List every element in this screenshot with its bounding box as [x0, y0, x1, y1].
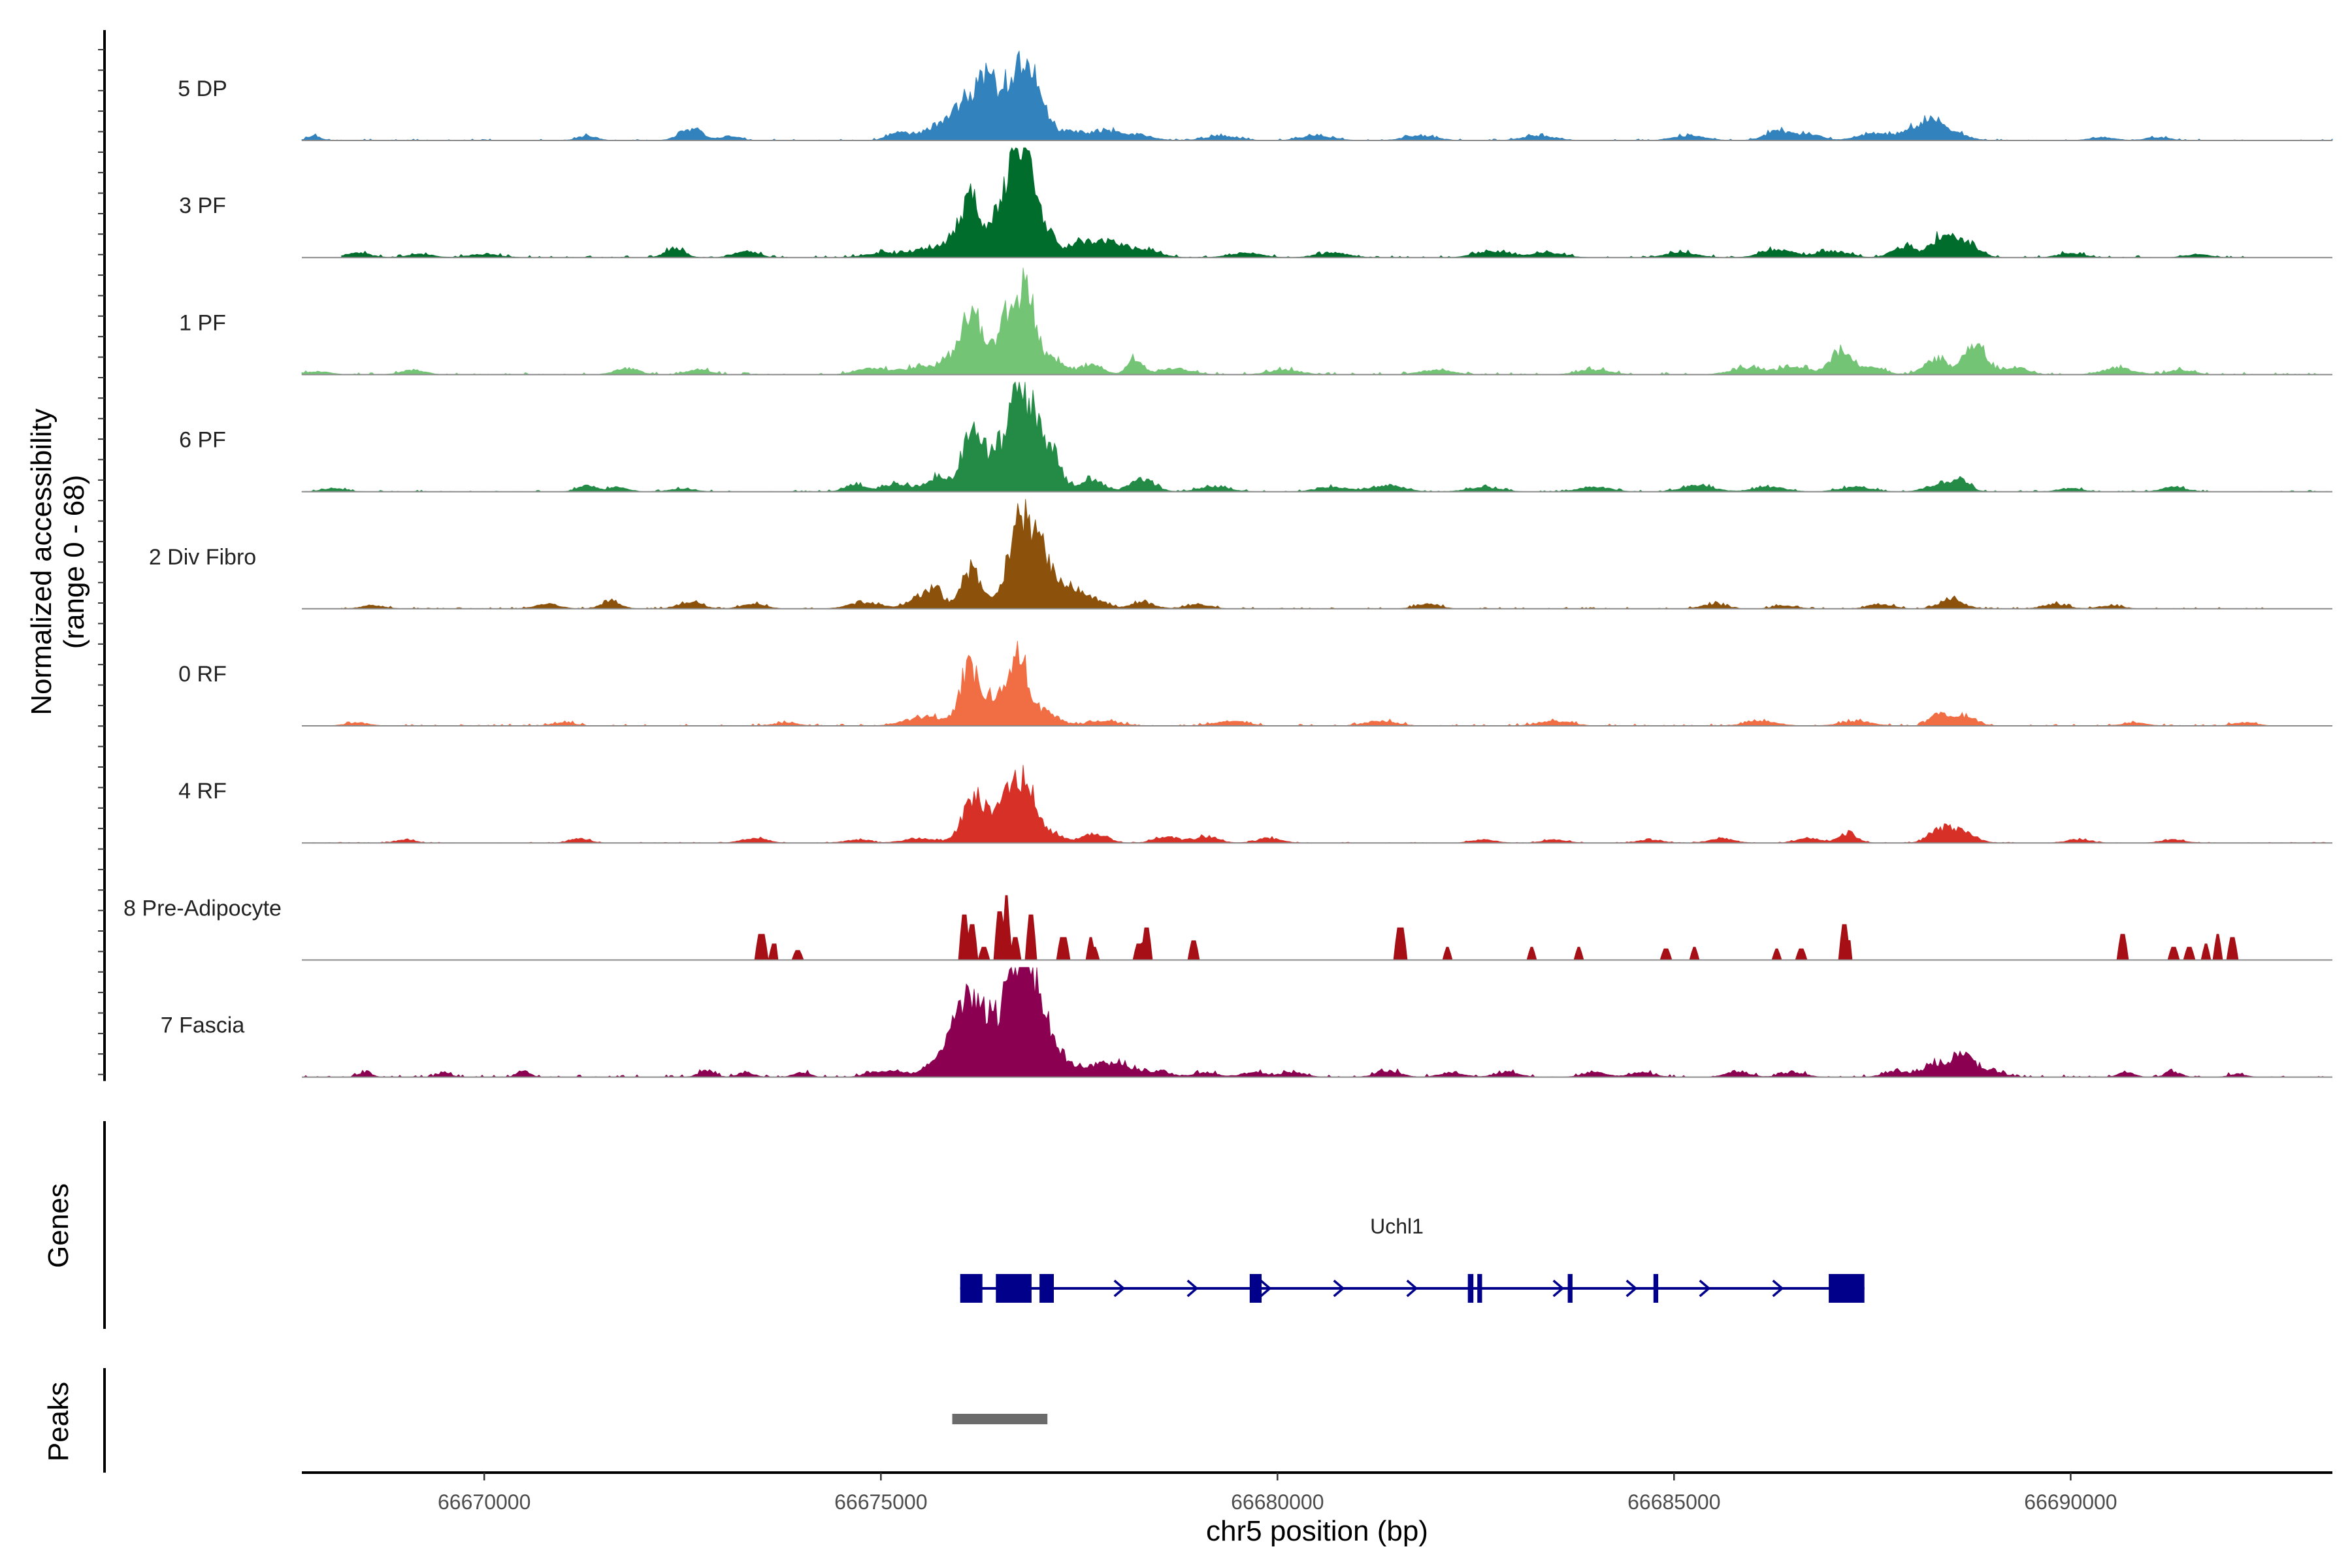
gene-exon [1467, 1274, 1474, 1303]
coverage-area-7-fascia [302, 966, 2332, 1078]
track-label-6-pf: 6 PF [179, 428, 226, 453]
gene-exon [960, 1274, 983, 1303]
track-7-fascia: 7 Fascia [161, 966, 2332, 1078]
track-label-8-pre-adipocyte: 8 Pre-Adipocyte [123, 896, 282, 921]
coverage-area-1-pf [301, 267, 2332, 375]
gene-exon [996, 1274, 1032, 1303]
coverage-area-3-pf [341, 147, 2277, 258]
strand-arrow [1772, 1279, 1784, 1298]
gene-name-label: Uchl1 [1370, 1215, 1424, 1238]
peaks-track-label: Peaks [42, 1382, 74, 1462]
track-label-3-pf: 3 PF [179, 193, 226, 218]
track-6-pf: 6 PF [179, 381, 2332, 493]
strand-arrow [1186, 1279, 1199, 1298]
track-label-1-pf: 1 PF [179, 310, 226, 335]
track-3-pf: 3 PF [179, 147, 2332, 259]
track-label-7-fascia: 7 Fascia [161, 1013, 245, 1038]
track-label-0-rf: 0 RF [178, 662, 227, 687]
strand-arrow [1333, 1279, 1345, 1298]
gene-exon [1829, 1274, 1865, 1303]
peaks-track [952, 1414, 1048, 1424]
track-label-5-dp: 5 DP [178, 76, 227, 101]
x-tick-label: 66680000 [1231, 1490, 1324, 1514]
gene-exon [1039, 1274, 1054, 1303]
x-tick-label: 66690000 [2024, 1490, 2117, 1514]
y-axis-range: (range 0 - 68) [58, 475, 90, 649]
coverage-area-2-div-fibro [341, 498, 2277, 610]
gene-exon [1567, 1274, 1573, 1303]
track-5-dp: 5 DP [178, 50, 2333, 141]
coverage-area-0-rf [325, 640, 2278, 727]
strand-arrow [1406, 1279, 1418, 1298]
x-axis-title: chr5 position (bp) [1206, 1515, 1428, 1547]
x-tick-label: 66685000 [1627, 1490, 1720, 1514]
strand-arrow [1552, 1279, 1565, 1298]
strand-arrow [1113, 1279, 1126, 1298]
x-tick-label: 66675000 [834, 1490, 927, 1514]
gene-exon [1653, 1274, 1659, 1303]
genes-track [960, 1274, 1865, 1303]
track-1-pf: 1 PF [179, 267, 2332, 376]
gene-exon [1249, 1274, 1262, 1303]
coverage-area-5-dp [301, 50, 2333, 141]
strand-arrow [1625, 1279, 1638, 1298]
coverage-tracks: 5 DP 3 PF 1 PF 6 PF 2 Div Fibro 0 RF 4 RF 8 Pre… [123, 50, 2333, 1078]
track-2-div-fibro: 2 Div Fibro [149, 498, 2332, 610]
strand-arrow [1699, 1279, 1711, 1298]
peak-region [952, 1414, 1048, 1424]
track-8-pre-adipocyte: 8 Pre-Adipocyte [123, 895, 2332, 961]
y-axis-title: Normalized accessibility [25, 408, 57, 715]
track-4-rf: 4 RF [178, 764, 2332, 844]
coverage-area-8-pre-adipocyte [302, 895, 2332, 960]
y-axis [98, 30, 106, 1081]
track-0-rf: 0 RF [178, 640, 2332, 727]
x-tick-label: 66670000 [438, 1490, 531, 1514]
track-label-4-rf: 4 RF [178, 779, 227, 804]
strand-arrow [1260, 1279, 1272, 1298]
coverage-area-4-rf [302, 764, 2332, 843]
gene-exon [1477, 1274, 1482, 1303]
coverage-area-6-pf [301, 381, 2332, 493]
track-label-2-div-fibro: 2 Div Fibro [149, 545, 256, 570]
x-axis: 66670000 66675000 66680000 66685000 66690000 [302, 1471, 2332, 1514]
genes-track-label: Genes [42, 1183, 74, 1268]
